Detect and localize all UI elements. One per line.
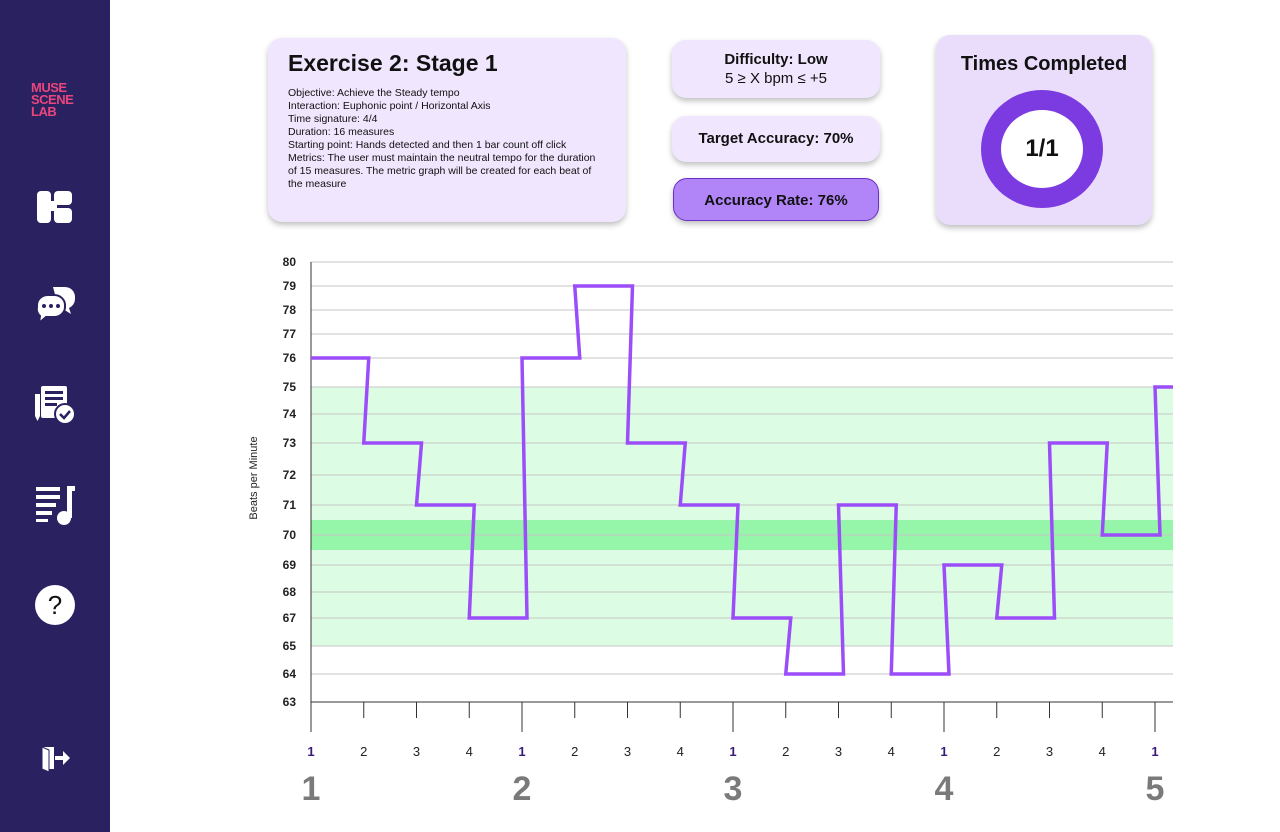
measure-label: 3	[724, 770, 743, 808]
exercise-card: Exercise 2: Stage 1 Objective: Achieve t…	[268, 38, 626, 222]
exercise-interaction: Interaction: Euphonic point / Horizontal…	[288, 100, 491, 112]
beat-label: 1	[518, 744, 525, 759]
exercise-starting-point: Starting point: Hands detected and then …	[288, 139, 567, 151]
y-tick-label: 71	[283, 498, 297, 512]
sidebar: MUSE SCENE LAB ?	[0, 0, 110, 832]
svg-text:?: ?	[48, 590, 62, 620]
chat-icon[interactable]	[33, 283, 77, 327]
times-completed-title: Times Completed	[960, 53, 1128, 75]
y-tick-label: 76	[283, 351, 297, 365]
beat-label: 4	[888, 744, 895, 759]
y-tick-label: 77	[283, 327, 297, 341]
y-tick-label: 64	[283, 667, 297, 681]
difficulty-card: Difficulty: Low 5 ≥ X bpm ≤ +5	[672, 40, 880, 98]
accuracy-rate-card: Accuracy Rate: 76%	[673, 178, 879, 221]
beat-label: 2	[993, 744, 1000, 759]
measure-label: 1	[302, 770, 321, 808]
tempo-band-0	[311, 387, 1173, 646]
exercise-metrics: Metrics: The user must maintain the neut…	[288, 152, 596, 190]
y-tick-label: 69	[283, 558, 297, 572]
playlist-music-icon[interactable]	[33, 482, 77, 526]
measure-label: 2	[513, 770, 532, 808]
beat-label: 1	[307, 744, 314, 759]
y-tick-label: 68	[283, 585, 297, 599]
beat-label: 4	[677, 744, 684, 759]
y-axis-label: Beats per Minute	[248, 436, 260, 519]
y-tick-label: 79	[283, 279, 297, 293]
y-tick-label: 67	[283, 611, 297, 625]
y-tick-label: 78	[283, 303, 297, 317]
beat-label: 3	[1046, 744, 1053, 759]
beat-label: 2	[782, 744, 789, 759]
difficulty-label: Difficulty: Low	[724, 51, 828, 68]
y-tick-label: 73	[283, 436, 297, 450]
logo-line-3: LAB	[31, 104, 57, 119]
measure-label: 4	[935, 770, 954, 808]
y-tick-label: 75	[283, 380, 297, 394]
dashboard-icon[interactable]	[33, 185, 77, 229]
exercise-time-signature: Time signature: 4/4	[288, 113, 378, 125]
target-accuracy-card: Target Accuracy: 70%	[672, 116, 880, 162]
beat-label: 3	[835, 744, 842, 759]
y-tick-label: 72	[283, 468, 297, 482]
y-tick-label: 74	[283, 407, 297, 421]
tempo-series-line	[311, 284, 1173, 676]
difficulty-range: 5 ≥ X bpm ≤ +5	[725, 70, 827, 87]
beat-label: 2	[360, 744, 367, 759]
logout-icon[interactable]	[33, 736, 77, 780]
completion-donut: 1/1	[981, 90, 1103, 208]
beat-label: 3	[413, 744, 420, 759]
exercise-duration: Duration: 16 measures	[288, 126, 395, 138]
beat-label: 1	[729, 744, 736, 759]
times-completed-card: Times Completed 1/1	[936, 35, 1152, 225]
beat-label: 3	[624, 744, 631, 759]
beat-label: 4	[466, 744, 473, 759]
completion-value: 1/1	[1001, 110, 1083, 188]
y-tick-label: 63	[283, 695, 297, 709]
beat-label: 1	[1151, 744, 1158, 759]
y-tick-label: 70	[283, 528, 297, 542]
logo-line-1: MUSE	[31, 80, 67, 95]
exercise-objective: Objective: Achieve the Steady tempo	[288, 87, 460, 99]
y-tick-label: 65	[283, 639, 297, 653]
app-logo: MUSE SCENE LAB	[31, 80, 81, 119]
measure-label: 5	[1146, 770, 1165, 808]
beat-label: 4	[1099, 744, 1106, 759]
exercises-icon[interactable]	[33, 382, 77, 426]
help-icon[interactable]: ?	[33, 583, 77, 627]
exercise-title: Exercise 2: Stage 1	[288, 50, 498, 76]
beat-label: 2	[571, 744, 578, 759]
beat-label: 1	[940, 744, 947, 759]
y-tick-label: 80	[283, 255, 297, 269]
logo-line-2: SCENE	[31, 92, 74, 107]
